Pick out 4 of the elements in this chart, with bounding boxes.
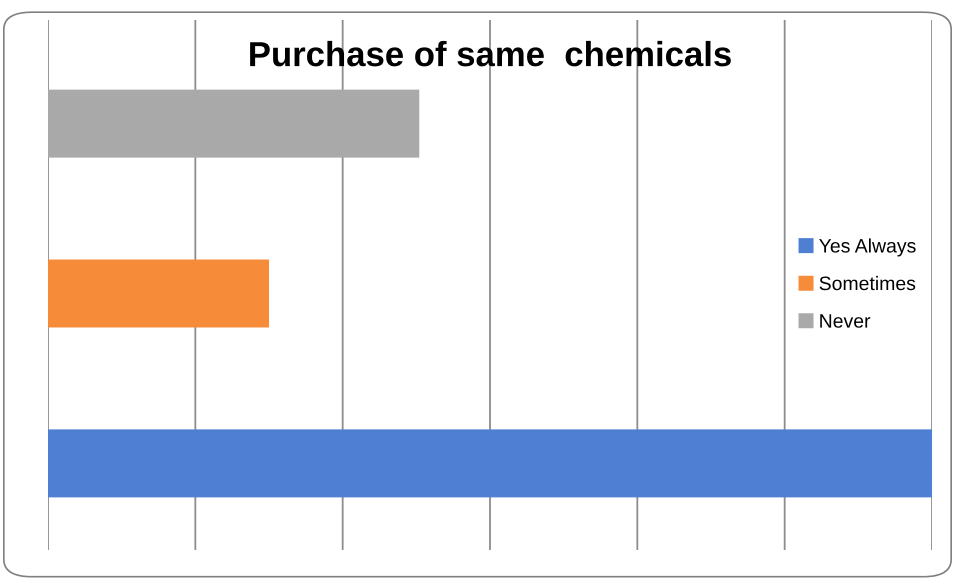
legend-label: Yes Always [819,238,916,256]
legend-label: Sometimes [820,276,916,290]
legend-label: Never [820,314,870,328]
chart-title: Purchase of same chemicals [250,40,731,66]
